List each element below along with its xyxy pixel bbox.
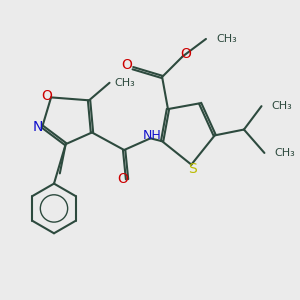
Text: S: S (188, 162, 197, 176)
Text: CH₃: CH₃ (274, 148, 296, 158)
Text: NH: NH (142, 129, 161, 142)
Text: O: O (122, 58, 133, 72)
Text: N: N (33, 120, 43, 134)
Text: O: O (180, 46, 191, 61)
Text: O: O (117, 172, 128, 186)
Text: CH₃: CH₃ (115, 78, 136, 88)
Text: O: O (41, 89, 52, 103)
Text: CH₃: CH₃ (216, 34, 237, 44)
Text: CH₃: CH₃ (272, 101, 292, 111)
